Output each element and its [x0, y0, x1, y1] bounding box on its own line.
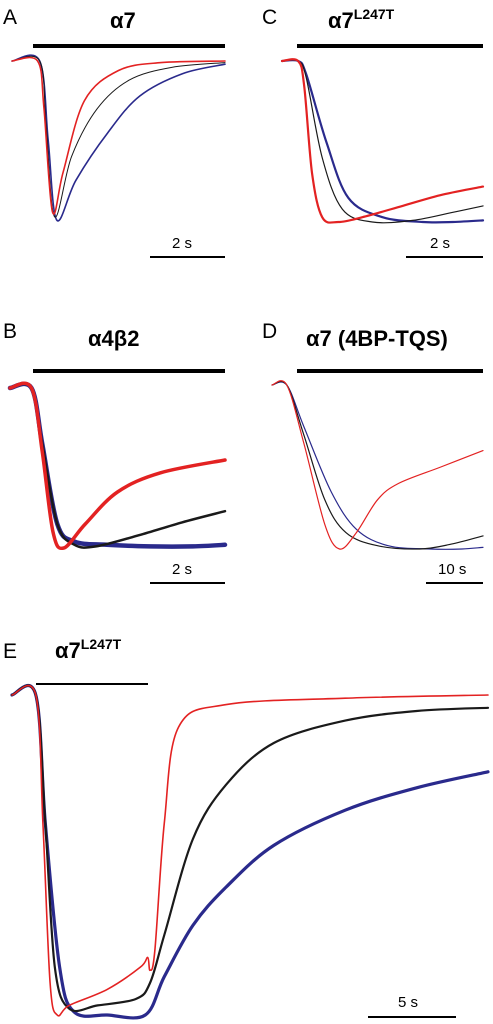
panel-b-letter: B — [3, 320, 17, 343]
panel-a-traces — [11, 54, 226, 222]
panel-c-black-trace — [281, 59, 484, 224]
panel-d: D α7 (4BP-TQS) 10 s — [262, 320, 484, 584]
panel-a-red-trace — [11, 56, 226, 215]
panel-a-letter: A — [3, 6, 17, 29]
panel-a-scale-label: 2 s — [172, 235, 192, 252]
panel-d-blue-trace — [271, 381, 484, 550]
panel-a-black-trace — [11, 55, 226, 218]
panel-e-red-trace — [11, 684, 489, 1017]
panel-c-letter: C — [262, 6, 277, 29]
panel-a: A α7 2 s — [3, 6, 226, 258]
panel-c-title: α7L247T — [328, 6, 395, 33]
panel-e-traces — [10, 684, 490, 1020]
panel-b-title: α4β2 — [88, 326, 139, 351]
panel-b-scale-label: 2 s — [172, 561, 192, 578]
panel-c-scale-label: 2 s — [430, 235, 450, 252]
panel-b-red-trace — [8, 381, 227, 551]
panel-e-blue-trace — [10, 684, 490, 1020]
panel-e-letter: E — [3, 640, 17, 663]
panel-c-traces — [280, 58, 485, 224]
panel-d-black-trace — [271, 380, 484, 550]
panel-d-letter: D — [262, 320, 277, 343]
panel-a-title: α7 — [110, 8, 136, 33]
panel-b-traces — [7, 381, 228, 551]
panel-e-scale-label: 5 s — [398, 994, 418, 1011]
panel-e: E α7L247T 5 s — [3, 636, 490, 1020]
panel-c-red-trace — [280, 58, 485, 224]
panel-d-traces — [271, 380, 484, 550]
panel-d-red-trace — [271, 380, 484, 550]
panel-e-title: α7L247T — [55, 636, 122, 663]
panel-e-black-trace — [10, 684, 490, 1013]
panel-c-blue-trace — [280, 58, 485, 224]
panel-b: B α4β2 2 s — [3, 320, 228, 584]
panel-d-scale-label: 10 s — [438, 561, 466, 578]
panel-c: C α7L247T 2 s — [262, 6, 485, 258]
panel-d-title: α7 (4BP-TQS) — [306, 326, 448, 351]
